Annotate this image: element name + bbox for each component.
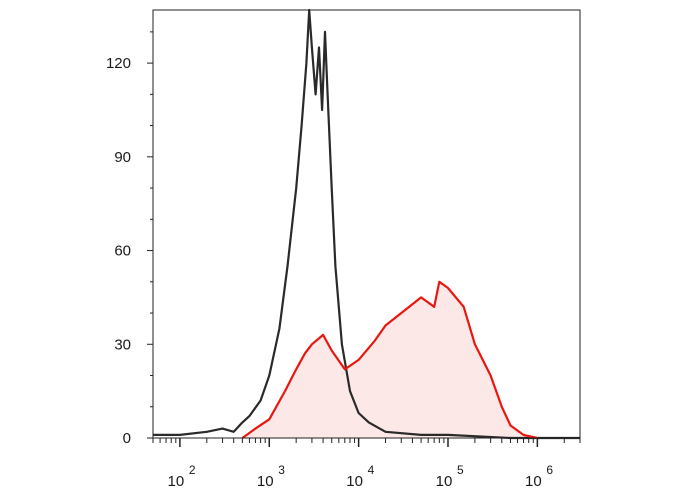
x-tick-base: 10 <box>257 473 274 490</box>
x-tick-label: 10 6 <box>525 463 553 490</box>
x-tick-exponent: 5 <box>457 463 464 477</box>
y-tick-label: 60 <box>114 243 131 260</box>
x-tick-exponent: 2 <box>189 463 196 477</box>
x-tick-base: 10 <box>525 473 542 490</box>
series-0-line <box>153 8 580 440</box>
x-tick-label: 10 3 <box>257 463 285 490</box>
x-tick-base: 10 <box>346 473 363 490</box>
series-1-area <box>242 281 538 438</box>
y-tick-label: 120 <box>106 55 131 72</box>
x-tick-base: 10 <box>436 473 453 490</box>
y-tick-label: 90 <box>114 149 131 166</box>
x-tick-base: 10 <box>168 473 185 490</box>
y-axis: 0 30 60 90 120 <box>106 31 153 447</box>
x-tick-exponent: 3 <box>278 463 285 477</box>
series-layer <box>153 8 580 440</box>
y-tick-label: 0 <box>123 430 131 447</box>
x-tick-label: 10 5 <box>436 463 464 490</box>
x-tick-exponent: 6 <box>546 463 553 477</box>
x-tick-label: 10 2 <box>168 463 196 490</box>
y-tick-label: 30 <box>114 336 131 353</box>
series-1-line <box>241 280 538 440</box>
x-axis: 10 2 10 3 10 4 10 5 10 6 <box>152 438 581 490</box>
plot-frame <box>152 9 581 439</box>
x-tick-label: 10 4 <box>346 463 374 490</box>
x-tick-exponent: 4 <box>368 463 375 477</box>
